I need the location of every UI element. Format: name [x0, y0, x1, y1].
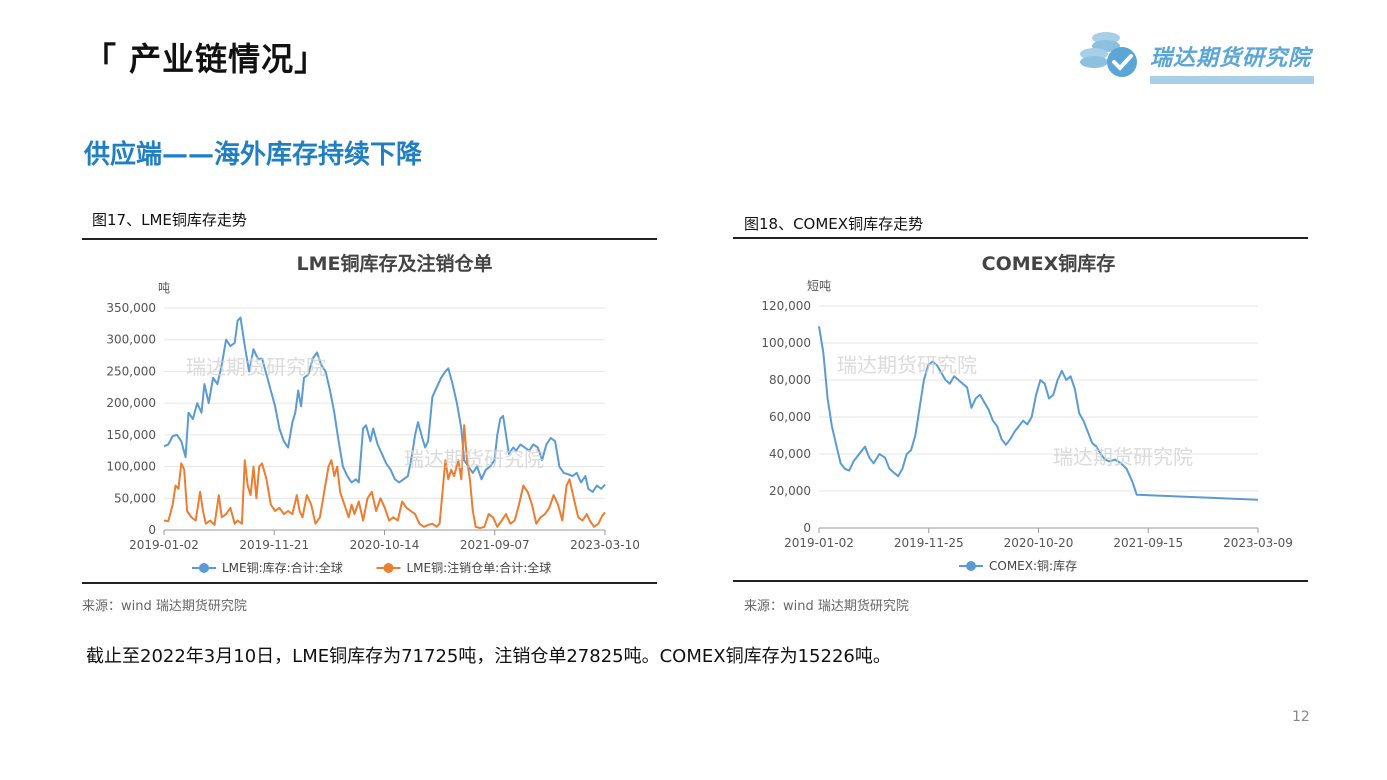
y-tick-label: 100,000 — [761, 336, 811, 350]
figure-18-bottom-rule — [733, 580, 1308, 582]
series-line-0 — [163, 316, 606, 493]
x-tick-label: 2021-09-07 — [460, 538, 530, 552]
x-tick-label: 2021-09-15 — [1113, 536, 1183, 550]
figure-17-source: 来源：wind 瑞达期货研究院 — [82, 599, 247, 614]
section-title: 供应端——海外库存持续下降 — [84, 140, 423, 170]
watermark-text: 瑞达期货研究院 — [186, 355, 326, 379]
y-axis-unit: 短吨 — [807, 279, 831, 293]
series-line-1 — [163, 424, 606, 530]
summary-text: 截止至2022年3月10日，LME铜库存为71725吨，注销仓单27825吨。C… — [86, 646, 891, 667]
x-tick-label: 2019-01-02 — [129, 538, 199, 552]
y-tick-label: 20,000 — [769, 484, 811, 498]
y-tick-label: 80,000 — [769, 373, 811, 387]
y-tick-label: 250,000 — [106, 364, 156, 378]
y-axis-unit: 吨 — [158, 281, 170, 295]
legend-marker-0 — [966, 561, 976, 571]
x-tick-label: 2019-11-21 — [239, 538, 309, 552]
y-tick-label: 120,000 — [761, 299, 811, 313]
figure-17-bottom-rule — [82, 582, 657, 584]
y-tick-label: 50,000 — [114, 491, 156, 505]
figure-17-caption: 图17、LME铜库存走势 — [92, 211, 247, 229]
watermark-text: 瑞达期货研究院 — [1053, 445, 1193, 469]
lme-chart: LME铜库存及注销仓单吨 0 50,000 100,000 150,000 200,000… — [82, 244, 657, 578]
watermark-text: 瑞达期货研究院 — [404, 447, 544, 471]
x-tick-label: 2020-10-20 — [1004, 536, 1074, 550]
y-tick-label: 350,000 — [106, 301, 156, 315]
y-tick-label: 150,000 — [106, 428, 156, 442]
figure-17-top-rule — [82, 238, 657, 240]
y-tick-label: 40,000 — [769, 447, 811, 461]
y-tick-label: 0 — [803, 521, 811, 535]
logo-underline — [1150, 76, 1314, 84]
logo-text: 瑞达期货研究院 — [1150, 46, 1312, 71]
legend-marker-0 — [199, 563, 209, 573]
series-line-0 — [818, 326, 1259, 501]
figure-18-top-rule — [733, 237, 1308, 239]
y-tick-label: 0 — [148, 523, 156, 537]
comex-chart: COMEX铜库存短吨 0 20,000 40,000 60,000 80,000 100,0… — [733, 244, 1308, 578]
legend-label-0: COMEX:铜:库存 — [989, 558, 1077, 573]
page-title: 「 产业链情况」 — [84, 40, 328, 78]
x-tick-label: 2019-11-25 — [894, 536, 964, 550]
y-tick-label: 200,000 — [106, 396, 156, 410]
figure-18-caption: 图18、COMEX铜库存走势 — [744, 215, 924, 233]
legend-marker-1 — [383, 563, 394, 573]
legend-label-0: LME铜:库存:合计:全球 — [222, 560, 343, 575]
x-tick-label: 2023-03-09 — [1223, 536, 1293, 550]
x-tick-label: 2020-10-14 — [350, 538, 420, 552]
y-tick-label: 60,000 — [769, 410, 811, 424]
figure-18-source: 来源：wind 瑞达期货研究院 — [744, 599, 909, 614]
chart-title: LME铜库存及注销仓单 — [297, 252, 493, 275]
chart-title: COMEX铜库存 — [982, 252, 1116, 275]
x-tick-label: 2019-01-02 — [784, 536, 854, 550]
watermark-text: 瑞达期货研究院 — [837, 353, 977, 377]
y-tick-label: 300,000 — [106, 333, 156, 347]
legend-label-1: LME铜:注销仓单:合计:全球 — [407, 560, 552, 575]
x-tick-label: 2023-03-10 — [570, 538, 640, 552]
page-number: 12 — [1292, 709, 1310, 725]
coin-stack-icon — [1080, 32, 1137, 77]
y-tick-label: 100,000 — [106, 460, 156, 474]
company-logo: 瑞达期货研究院 — [1076, 26, 1316, 88]
